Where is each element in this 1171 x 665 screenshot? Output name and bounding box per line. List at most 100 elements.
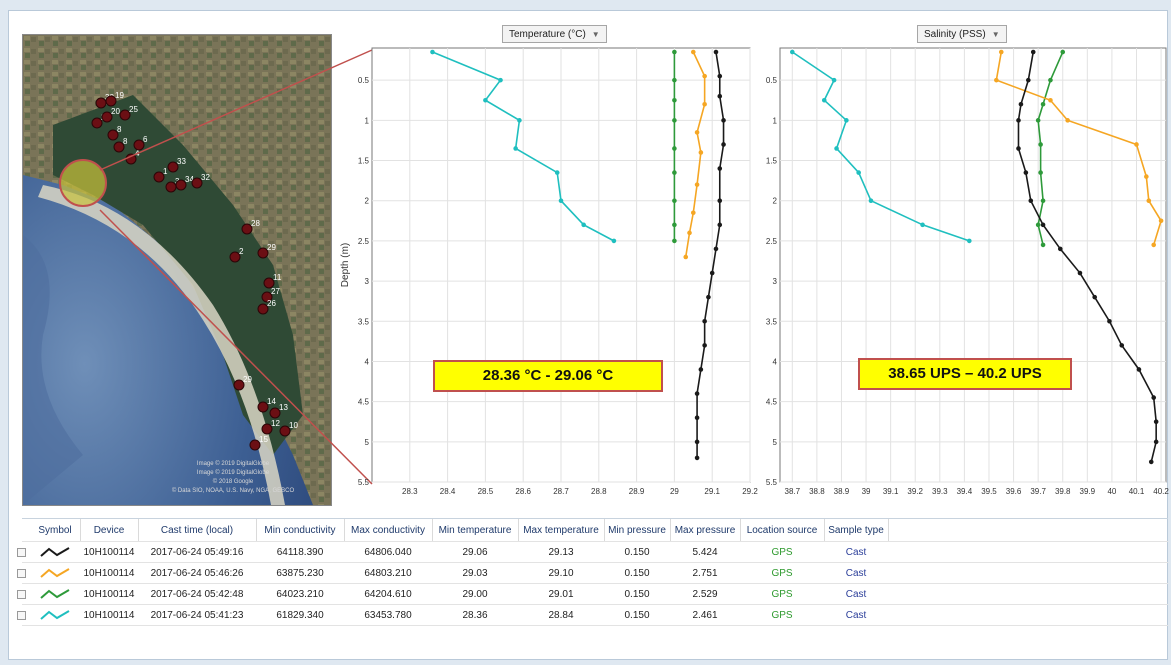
data-point[interactable] <box>717 93 723 99</box>
data-point[interactable] <box>672 97 677 103</box>
data-point[interactable] <box>1016 118 1021 123</box>
data-point[interactable] <box>1148 459 1154 465</box>
data-point[interactable] <box>1028 198 1034 204</box>
data-point[interactable] <box>1035 222 1041 228</box>
column-header[interactable]: Cast time (local) <box>138 519 257 541</box>
data-point[interactable] <box>1040 198 1046 204</box>
data-point[interactable] <box>831 77 837 83</box>
data-point[interactable] <box>691 49 696 55</box>
data-point[interactable] <box>687 230 692 236</box>
data-point[interactable] <box>672 170 677 175</box>
data-point[interactable] <box>1048 77 1053 83</box>
data-point[interactable] <box>691 210 696 216</box>
data-point[interactable] <box>721 118 726 123</box>
column-header[interactable]: Min pressure <box>604 519 671 541</box>
data-point[interactable] <box>1040 222 1046 228</box>
data-point[interactable] <box>1144 174 1149 179</box>
data-point[interactable] <box>1077 270 1083 276</box>
data-point[interactable] <box>694 439 700 445</box>
data-point[interactable] <box>694 391 700 396</box>
data-point[interactable] <box>709 270 715 276</box>
data-point[interactable] <box>513 146 518 151</box>
data-point[interactable] <box>1158 218 1164 224</box>
data-point[interactable] <box>998 49 1004 55</box>
data-point[interactable] <box>967 238 972 244</box>
temperature-selector[interactable]: Temperature (°C) ▼ <box>502 25 607 43</box>
data-point[interactable] <box>868 198 874 204</box>
data-point[interactable] <box>1038 170 1043 175</box>
data-point[interactable] <box>834 146 839 151</box>
column-header[interactable]: Device <box>80 519 139 541</box>
data-point[interactable] <box>1040 242 1046 248</box>
station-marker[interactable]: 32 <box>191 173 210 189</box>
data-point[interactable] <box>702 343 707 348</box>
data-point[interactable] <box>1018 101 1024 107</box>
data-point[interactable] <box>702 101 707 107</box>
row-checkbox[interactable] <box>16 589 26 599</box>
column-header[interactable]: Max temperature <box>518 519 605 541</box>
data-point[interactable] <box>694 130 700 135</box>
data-point[interactable] <box>1016 146 1021 151</box>
column-header[interactable]: Max conductivity <box>344 519 433 541</box>
data-point[interactable] <box>694 182 700 187</box>
data-point[interactable] <box>1092 294 1098 300</box>
column-header[interactable]: Sample type <box>824 519 889 541</box>
data-point[interactable] <box>1048 97 1053 103</box>
data-point[interactable] <box>483 97 488 103</box>
data-point[interactable] <box>698 367 704 372</box>
data-point[interactable] <box>856 170 861 175</box>
data-point[interactable] <box>554 170 560 175</box>
row-checkbox[interactable] <box>16 610 26 620</box>
data-point[interactable] <box>1057 246 1063 252</box>
data-point[interactable] <box>1107 318 1112 324</box>
data-point[interactable] <box>694 455 700 461</box>
data-point[interactable] <box>672 238 677 244</box>
column-header[interactable]: Min temperature <box>432 519 519 541</box>
data-point[interactable] <box>821 97 827 103</box>
data-point[interactable] <box>1151 395 1157 400</box>
salinity-plot[interactable]: Salinity (PSS) ▼ 38.7 38.8 38.9 39 39.1 39.2 39… <box>760 18 1170 496</box>
data-point[interactable] <box>1030 49 1036 55</box>
data-point[interactable] <box>789 49 795 55</box>
data-point[interactable] <box>717 198 723 204</box>
data-point[interactable] <box>1153 439 1159 445</box>
data-point[interactable] <box>1038 142 1043 147</box>
station-marker[interactable]: 34 <box>175 175 194 191</box>
column-header[interactable]: Location source <box>740 519 825 541</box>
data-point[interactable] <box>683 254 689 260</box>
salinity-selector[interactable]: Salinity (PSS) ▼ <box>917 25 1007 43</box>
table-row[interactable]: 10H100114 2017-06-24 05:41:23 61829.340 634… <box>16 605 1168 626</box>
satellite-map[interactable]: 3019212025884133432336282921127262914131… <box>22 34 332 506</box>
data-point[interactable] <box>672 222 677 228</box>
data-point[interactable] <box>1146 198 1152 204</box>
data-point[interactable] <box>1136 367 1142 372</box>
data-point[interactable] <box>1040 101 1046 107</box>
data-point[interactable] <box>611 238 617 244</box>
data-point[interactable] <box>713 49 719 55</box>
row-checkbox[interactable] <box>16 547 26 557</box>
data-point[interactable] <box>672 198 677 204</box>
table-row[interactable]: 10H100114 2017-06-24 05:42:48 64023.210 642… <box>16 584 1168 605</box>
data-point[interactable] <box>1023 170 1029 175</box>
data-point[interactable] <box>672 49 677 55</box>
data-point[interactable] <box>844 118 849 123</box>
row-checkbox[interactable] <box>16 568 26 578</box>
data-point[interactable] <box>698 150 704 155</box>
data-point[interactable] <box>1134 142 1139 147</box>
data-point[interactable] <box>1153 419 1159 425</box>
data-point[interactable] <box>517 118 522 123</box>
column-header[interactable]: Symbol <box>30 519 81 541</box>
data-point[interactable] <box>672 118 677 123</box>
station-marker[interactable]: 1 <box>153 167 168 183</box>
data-point[interactable] <box>702 318 707 324</box>
data-point[interactable] <box>581 222 586 228</box>
data-point[interactable] <box>721 142 726 147</box>
table-row[interactable]: 10H100114 2017-06-24 05:46:26 63875.230 648… <box>16 563 1168 584</box>
temperature-plot[interactable]: Temperature (°C) ▼ 28.3 28.4 28.5 28.6 28.7 28… <box>338 18 758 496</box>
data-point[interactable] <box>717 166 723 171</box>
data-point[interactable] <box>672 77 677 83</box>
data-point[interactable] <box>1026 77 1031 83</box>
data-point[interactable] <box>694 415 700 421</box>
data-point[interactable] <box>994 77 999 83</box>
data-point[interactable] <box>498 77 503 83</box>
